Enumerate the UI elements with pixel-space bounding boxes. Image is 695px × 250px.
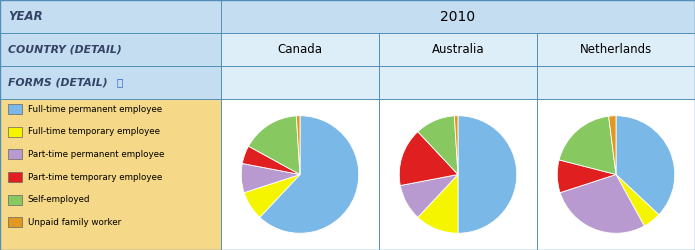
Wedge shape: [458, 116, 517, 233]
Text: Netherlands: Netherlands: [580, 43, 652, 56]
Text: FORMS (DETAIL): FORMS (DETAIL): [8, 78, 108, 88]
FancyBboxPatch shape: [8, 195, 22, 205]
Text: Australia: Australia: [432, 43, 484, 56]
Text: Part-time temporary employee: Part-time temporary employee: [28, 172, 162, 182]
FancyBboxPatch shape: [0, 66, 221, 99]
Text: Unpaid family worker: Unpaid family worker: [28, 218, 121, 227]
Wedge shape: [244, 174, 300, 217]
Wedge shape: [260, 116, 359, 233]
Wedge shape: [609, 116, 616, 174]
FancyBboxPatch shape: [8, 149, 22, 159]
Wedge shape: [418, 174, 458, 233]
Wedge shape: [560, 174, 644, 233]
Text: Part-time permanent employee: Part-time permanent employee: [28, 150, 164, 159]
Wedge shape: [296, 116, 300, 174]
FancyBboxPatch shape: [0, 99, 221, 250]
Wedge shape: [241, 164, 300, 193]
Wedge shape: [616, 174, 659, 226]
Wedge shape: [249, 116, 300, 174]
FancyBboxPatch shape: [0, 0, 221, 33]
FancyBboxPatch shape: [221, 66, 695, 99]
FancyBboxPatch shape: [8, 217, 22, 227]
FancyBboxPatch shape: [0, 33, 221, 66]
Wedge shape: [557, 160, 616, 193]
Text: Full-time temporary employee: Full-time temporary employee: [28, 127, 160, 136]
Text: 2010: 2010: [441, 10, 475, 24]
FancyBboxPatch shape: [221, 99, 695, 250]
Text: Full-time permanent employee: Full-time permanent employee: [28, 104, 162, 114]
Wedge shape: [400, 174, 458, 217]
Wedge shape: [418, 116, 458, 174]
Text: Self-employed: Self-employed: [28, 195, 90, 204]
Text: COUNTRY (DETAIL): COUNTRY (DETAIL): [8, 44, 122, 54]
FancyBboxPatch shape: [221, 0, 695, 33]
Wedge shape: [616, 116, 675, 215]
Wedge shape: [243, 146, 300, 174]
FancyBboxPatch shape: [8, 172, 22, 182]
FancyBboxPatch shape: [221, 33, 695, 66]
FancyBboxPatch shape: [8, 104, 22, 114]
Wedge shape: [455, 116, 458, 174]
Wedge shape: [399, 132, 458, 186]
Text: YEAR: YEAR: [8, 10, 43, 23]
Wedge shape: [559, 116, 616, 174]
FancyBboxPatch shape: [8, 127, 22, 137]
Text: Canada: Canada: [277, 43, 322, 56]
Text: ⓘ: ⓘ: [116, 78, 122, 88]
